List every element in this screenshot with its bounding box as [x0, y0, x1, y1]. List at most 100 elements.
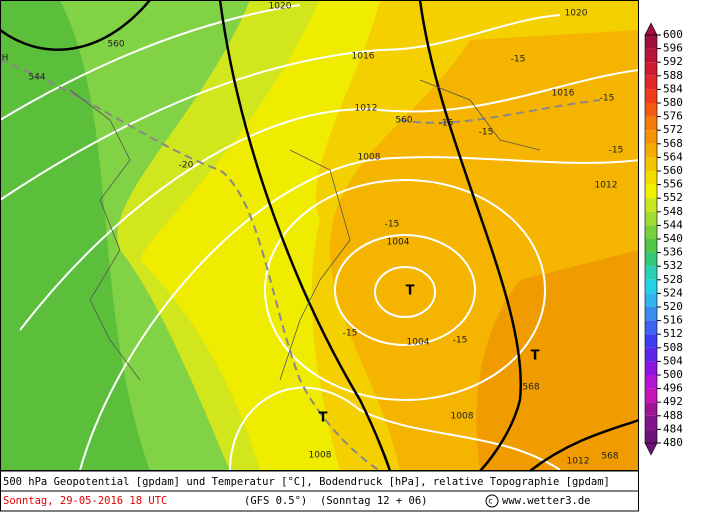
- colorbar-swatch: [645, 103, 657, 117]
- colorbar-label: 536: [663, 246, 683, 259]
- colorbar-top-arrow: [644, 22, 658, 36]
- colorbar-label: 568: [663, 137, 683, 150]
- temperature-label: -15: [439, 119, 454, 129]
- temperature-label: -20: [179, 161, 194, 171]
- colorbar-label: 512: [663, 327, 683, 340]
- footer-frame: [0, 470, 639, 512]
- colorbar-label: 480: [663, 436, 683, 449]
- geopotential-label: 568: [522, 383, 539, 393]
- colorbar-label: 584: [663, 82, 683, 95]
- colorbar-swatch: [645, 279, 657, 294]
- isobar-label: 1004: [387, 238, 410, 248]
- temperature-label: -15: [479, 128, 494, 138]
- colorbar-swatch: [645, 334, 657, 348]
- isobar-label: 1012: [355, 104, 378, 114]
- colorbar-label: 496: [663, 382, 683, 395]
- colorbar-label: 600: [663, 28, 683, 41]
- colorbar-label: 524: [663, 286, 683, 299]
- colorbar-label: 492: [663, 395, 683, 408]
- colorbar-swatch: [645, 320, 657, 335]
- colorbar-swatch: [645, 130, 657, 144]
- isobar-label: 1012: [567, 457, 590, 467]
- geopotential-label: 568: [601, 452, 618, 462]
- isobar-label: 1016: [352, 52, 375, 62]
- colorbar-swatch: [645, 62, 657, 76]
- colorbar-label: 488: [663, 409, 683, 422]
- colorbar-label: 560: [663, 164, 683, 177]
- colorbar-swatch: [645, 307, 657, 321]
- colorbar-label: 544: [663, 218, 683, 231]
- colorbar-swatch: [645, 361, 657, 375]
- colorbar-label: 592: [663, 55, 683, 68]
- isobar-label: 1008: [358, 153, 381, 163]
- footer-site: www.wetter3.de: [502, 495, 591, 507]
- colorbar-label: 516: [663, 314, 683, 327]
- isobars: [0, 4, 640, 472]
- low-marker: T: [406, 284, 415, 299]
- colorbar-swatch: [645, 143, 657, 158]
- colorbar-swatch: [645, 198, 657, 212]
- colorbar-swatch: [645, 157, 657, 171]
- temperature-label: -15: [343, 329, 358, 339]
- footer-date: Sonntag, 29-05-2016 18 UTC: [3, 495, 167, 507]
- low-marker: T: [531, 349, 540, 364]
- copyright-c: c: [488, 497, 493, 506]
- isobar-label: 1004: [407, 338, 430, 348]
- colorbar-label: 572: [663, 123, 683, 136]
- footer-run: (Sonntag 12 + 06): [320, 495, 427, 507]
- colorbar-swatch: [645, 211, 657, 226]
- colorbar-swatch: [645, 347, 657, 362]
- colorbar-label: 556: [663, 178, 683, 191]
- colorbar-label: 580: [663, 96, 683, 109]
- footer-title: 500 hPa Geopotential [gpdam] und Tempera…: [3, 476, 610, 488]
- colorbar-swatch: [645, 266, 657, 280]
- colorbar: 6005965925885845805765725685645605565525…: [644, 22, 683, 456]
- high-marker: H: [2, 54, 9, 64]
- map: 1020 560 544 -20 1016 1012 560 1008 -15 …: [0, 0, 640, 472]
- low-marker: T: [319, 411, 328, 426]
- colorbar-bottom-arrow: [644, 442, 658, 456]
- isobar-label: 1008: [451, 412, 474, 422]
- coastlines: [69, 79, 541, 381]
- colorbar-label: 552: [663, 191, 683, 204]
- colorbar-label: 508: [663, 341, 683, 354]
- colorbar-label: 564: [663, 150, 683, 163]
- colorbar-swatch: [645, 429, 657, 443]
- colorbar-swatch: [645, 116, 657, 131]
- colorbar-swatch: [645, 375, 657, 389]
- colorbar-label: 520: [663, 300, 683, 313]
- colorbar-label: 596: [663, 42, 683, 55]
- colorbar-label: 484: [663, 422, 683, 435]
- isobar-label: 1012: [595, 181, 618, 191]
- colorbar-swatch: [645, 35, 657, 49]
- colorbar-label: 532: [663, 259, 683, 272]
- temperature-label: -15: [453, 336, 468, 346]
- isobar-label: 1020: [269, 2, 292, 12]
- colorbar-swatch: [645, 402, 657, 416]
- isobar-label: 1016: [552, 89, 575, 99]
- isobar-label: 1008: [309, 451, 332, 461]
- temperature-label: -15: [511, 55, 526, 65]
- colorbar-swatch: [645, 171, 657, 185]
- footer: 500 hPa Geopotential [gpdam] und Tempera…: [0, 470, 639, 512]
- colorbar-label: 500: [663, 368, 683, 381]
- colorbar-swatch: [645, 184, 657, 199]
- colorbar-label: 504: [663, 354, 683, 367]
- colorbar-swatch: [645, 388, 657, 403]
- colorbar-label: 540: [663, 232, 683, 245]
- colorbar-label: 528: [663, 273, 683, 286]
- temperature-label: -15: [609, 146, 624, 156]
- geopotential-label: 560: [395, 116, 412, 126]
- colorbar-swatch: [645, 415, 657, 430]
- colorbar-label: 576: [663, 110, 683, 123]
- colorbar-swatch: [645, 239, 657, 253]
- darkorange-band: [476, 250, 639, 471]
- colorbar-swatch: [645, 225, 657, 239]
- map-labels: 1020 560 544 -20 1016 1012 560 1008 -15 …: [2, 2, 624, 467]
- isobar-label: 1020: [565, 9, 588, 19]
- isotherms: [0, 59, 601, 472]
- geopotential-label: 560: [107, 40, 124, 50]
- colorbar-swatch: [645, 48, 657, 63]
- temperature-label: -15: [385, 220, 400, 230]
